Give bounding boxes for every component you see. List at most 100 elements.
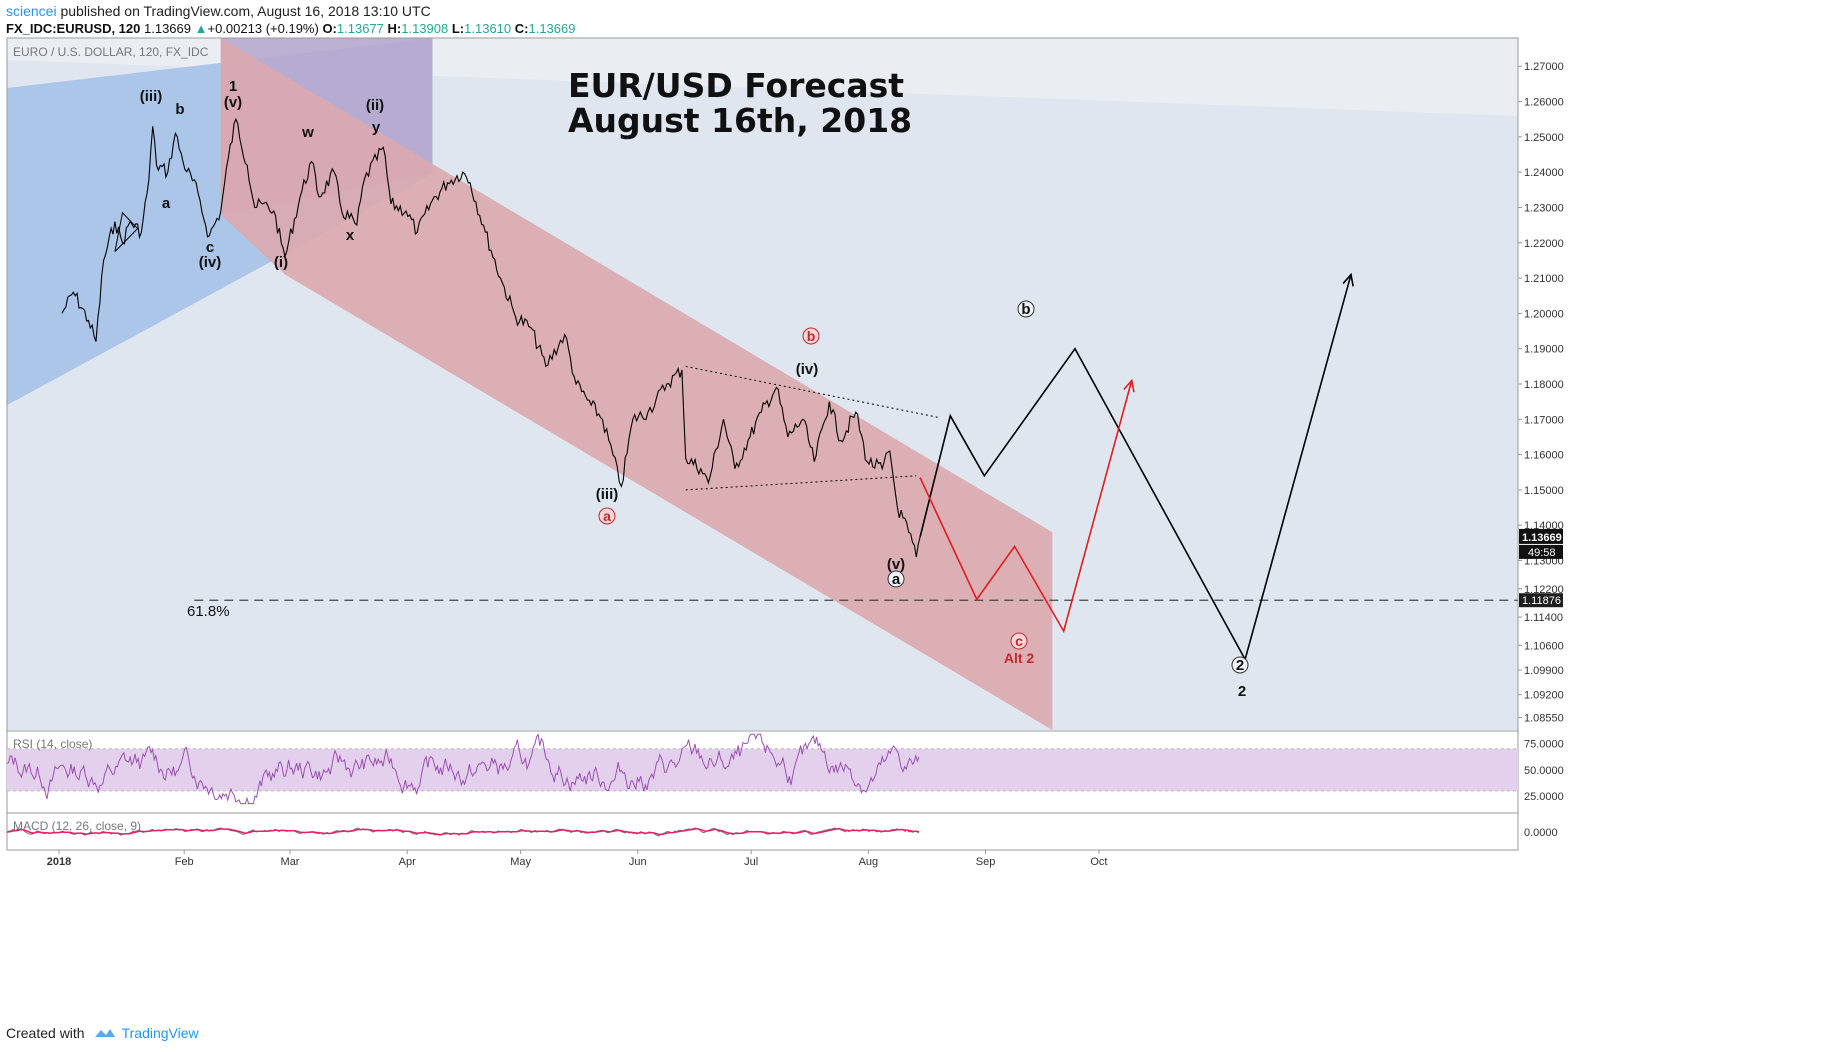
wave-label-circle <box>598 507 616 525</box>
y-tick-label: 1.23000 <box>1524 202 1564 214</box>
y-tick-label: 1.21000 <box>1524 273 1564 285</box>
alt2-projection-arrowhead <box>1123 378 1135 393</box>
last-price-tag-text: 1.13669 <box>1522 532 1562 544</box>
up-arrow-icon: ▲ <box>194 21 208 36</box>
change-value: +0.00213 (+0.19%) <box>207 21 319 36</box>
wave-label: 2 <box>1236 657 1244 674</box>
wave-label: b <box>175 101 184 118</box>
fib-618-label: 61.8% <box>187 603 230 620</box>
wave-label: c <box>206 239 214 256</box>
macd-label: MACD (12, 26, close, 9) <box>13 819 141 833</box>
last-price: 1.13669 <box>144 21 191 36</box>
wave-label-circle <box>802 327 820 345</box>
publish-text: published on TradingView.com, August 16,… <box>56 3 431 19</box>
countdown-tag-text: 49:58 <box>1528 547 1556 559</box>
x-tick-label: Jul <box>744 856 758 868</box>
wave-label: (ii) <box>366 97 384 114</box>
x-tick-label: Oct <box>1090 856 1107 868</box>
fib-price-tag <box>1519 593 1563 608</box>
y-tick-label: 1.08550 <box>1524 713 1564 725</box>
tradingview-link[interactable]: TradingView <box>93 1025 199 1041</box>
alt2-projection <box>919 380 1133 634</box>
y-tick-label: 1.15000 <box>1524 485 1564 497</box>
wave-label-circle <box>1010 632 1028 650</box>
triangle-upper-line <box>685 365 940 419</box>
author-link[interactable]: sciencei <box>6 3 57 19</box>
wave-label: b <box>1021 301 1030 318</box>
y-tick-label: 1.19000 <box>1524 344 1564 356</box>
y-tick-label: 1.09200 <box>1524 690 1564 702</box>
footer: Created with TradingView <box>6 1025 199 1041</box>
y-tick-label: 1.11400 <box>1524 612 1563 624</box>
y-tick-label: 1.12200 <box>1524 584 1564 596</box>
x-tick-label: Feb <box>175 856 194 868</box>
x-tick-label: Mar <box>281 856 300 868</box>
wave-label: a <box>892 571 901 588</box>
y-tick-label: 1.27000 <box>1524 61 1564 73</box>
wave-label: (i) <box>274 254 288 271</box>
wave-label: a <box>162 195 171 212</box>
chart-title-line2: August 16th, 2018 <box>568 101 912 140</box>
wave-label: (v) <box>224 94 242 111</box>
symbol-label: FX_IDC:EURUSD, 120 <box>6 21 141 36</box>
wave-label-circle <box>1231 656 1249 674</box>
rsi-tick-label: 75.0000 <box>1524 739 1564 751</box>
created-with-text: Created with <box>6 1025 85 1041</box>
ohlc-bar: FX_IDC:EURUSD, 120 1.13669 ▲+0.00213 (+0… <box>6 21 575 36</box>
y-tick-label: 1.20000 <box>1524 308 1564 320</box>
wave-label: y <box>372 119 381 136</box>
x-tick-label: Jun <box>629 856 647 868</box>
alt2-label: Alt 2 <box>1004 650 1035 666</box>
high-label: H: <box>387 21 402 36</box>
price-series-line <box>61 117 921 558</box>
high-value: 1.13908 <box>401 21 449 36</box>
y-tick-label: 1.18000 <box>1524 379 1564 391</box>
small-triangle-pattern <box>114 211 139 252</box>
wave-label: (iii) <box>596 486 619 503</box>
close-label: C: <box>514 21 529 36</box>
wave-label: (iv) <box>796 361 819 378</box>
wave-label: b <box>807 328 816 344</box>
rsi-tick-label: 25.0000 <box>1524 791 1564 803</box>
wave-label: 1 <box>229 78 237 95</box>
y-tick-label: 1.22000 <box>1524 238 1564 250</box>
primary-projection <box>919 274 1352 662</box>
chart-title-line1: EUR/USD Forecast <box>568 66 904 105</box>
x-tick-label: Apr <box>399 856 416 868</box>
wave-label-2: 2 <box>1238 683 1246 700</box>
primary-projection-arrowhead <box>1342 272 1354 287</box>
instrument-label: EURO / U.S. DOLLAR, 120, FX_IDC <box>13 45 209 59</box>
wave-label: (iii) <box>140 88 163 105</box>
close-value: 1.13669 <box>528 21 576 36</box>
low-value: 1.13610 <box>464 21 512 36</box>
wave-label: x <box>346 227 355 244</box>
wave-label-circle <box>1017 300 1035 318</box>
low-label: L: <box>451 21 465 36</box>
countdown-tag <box>1519 544 1563 559</box>
wave-label: w <box>301 124 314 141</box>
wave-label: (v) <box>887 556 905 573</box>
rsi-band <box>7 748 1518 791</box>
last-price-tag <box>1519 528 1563 544</box>
y-tick-label: 1.17000 <box>1524 414 1564 426</box>
tradingview-brand: TradingView <box>121 1025 199 1041</box>
rsi-label: RSI (14, close) <box>13 737 92 751</box>
wave-label: (iv) <box>199 254 222 271</box>
macd-signal-line <box>6 828 920 836</box>
open-label: O: <box>322 21 337 36</box>
x-tick-label: May <box>510 856 531 868</box>
wave-label: c <box>1015 633 1023 649</box>
wave-label-circle <box>887 570 905 588</box>
wave-label: a <box>603 508 611 524</box>
rsi-tick-label: 50.0000 <box>1524 765 1564 777</box>
y-tick-label: 1.10600 <box>1524 640 1564 652</box>
x-tick-label: Sep <box>976 856 996 868</box>
y-tick-label: 1.09900 <box>1524 665 1564 677</box>
y-tick-label: 1.25000 <box>1524 132 1564 144</box>
y-tick-label: 1.24000 <box>1524 167 1564 179</box>
publish-info: sciencei published on TradingView.com, A… <box>6 3 431 19</box>
macd-tick-label: 0.0000 <box>1524 827 1558 839</box>
rsi-line <box>6 733 920 805</box>
chart-frame <box>6 37 1519 851</box>
